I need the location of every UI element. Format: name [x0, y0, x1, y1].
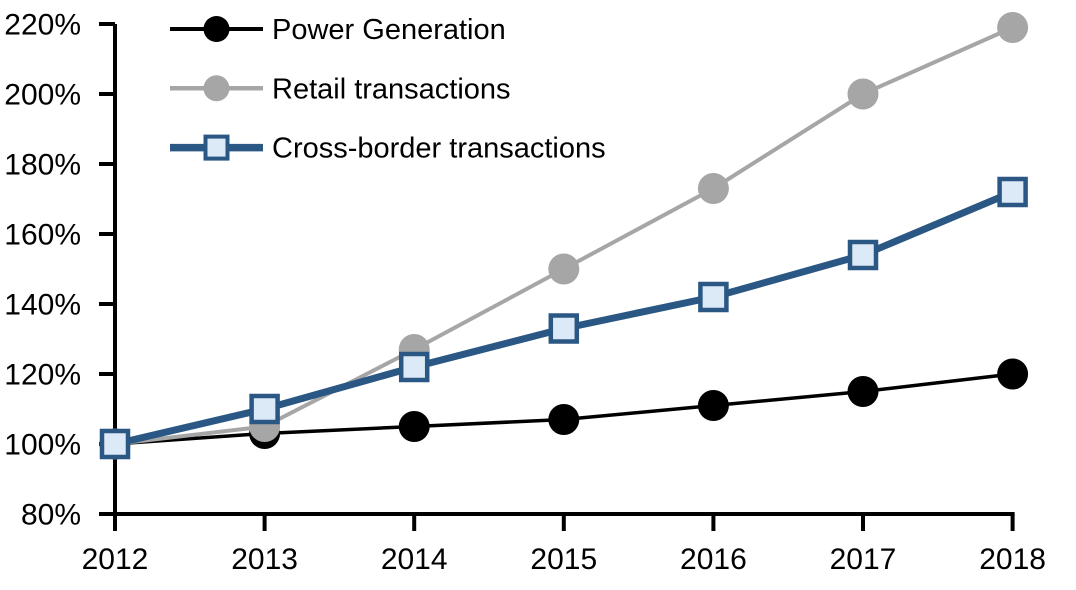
legend-label: Cross-border transactions [272, 133, 606, 165]
square-marker-icon [847, 239, 879, 271]
y-axis-tick-label: 220% [4, 9, 81, 42]
x-axis-tick-label: 2017 [830, 543, 897, 576]
legend-label: Power Generation [272, 14, 506, 46]
x-axis-tick-label: 2013 [231, 543, 298, 576]
square-marker-icon [548, 313, 580, 344]
circle-marker-icon [398, 411, 430, 442]
square-marker-icon [997, 176, 1028, 208]
square-marker-icon [249, 393, 280, 425]
circle-marker-icon [203, 16, 230, 42]
y-axis-tick-label: 140% [4, 289, 81, 322]
legend-item-cross-border-transactions: Cross-border transactions [170, 133, 606, 165]
series-retail-transactions [99, 12, 1029, 460]
circle-marker-icon [997, 358, 1029, 390]
legend-label: Retail transactions [272, 73, 511, 105]
y-axis-tick-label: 200% [4, 79, 81, 112]
circle-marker-icon [847, 78, 879, 110]
square-marker-icon [203, 134, 230, 161]
y-axis-tick-label: 80% [21, 499, 81, 532]
square-marker-icon [698, 281, 729, 313]
circle-marker-icon [548, 253, 580, 285]
series-cross-border-transactions [99, 176, 1028, 460]
y-axis-tick-label: 120% [4, 359, 81, 392]
legend-item-power-generation: Power Generation [170, 14, 506, 46]
square-marker-icon [398, 351, 430, 383]
x-axis-tick-label: 2015 [530, 543, 597, 576]
circle-marker-icon [203, 75, 230, 102]
circle-marker-icon [997, 12, 1029, 43]
x-axis-tick-label: 2018 [979, 543, 1046, 576]
legend-item-retail-transactions: Retail transactions [170, 73, 511, 105]
y-axis-tick-label: 100% [4, 429, 81, 462]
circle-marker-icon [548, 404, 580, 435]
x-axis-tick-label: 2012 [82, 543, 149, 576]
square-marker-icon [99, 428, 131, 460]
y-axis-tick-label: 180% [4, 149, 81, 182]
x-axis-tick-label: 2014 [381, 543, 448, 576]
x-axis-tick-label: 2016 [680, 543, 747, 576]
circle-marker-icon [697, 390, 729, 421]
y-axis-tick-label: 160% [4, 219, 81, 252]
circle-marker-icon [697, 173, 729, 204]
legend: Power Generation Retail transactions Cross… [170, 14, 606, 165]
circle-marker-icon [847, 376, 879, 407]
series-power-generation [99, 358, 1029, 460]
